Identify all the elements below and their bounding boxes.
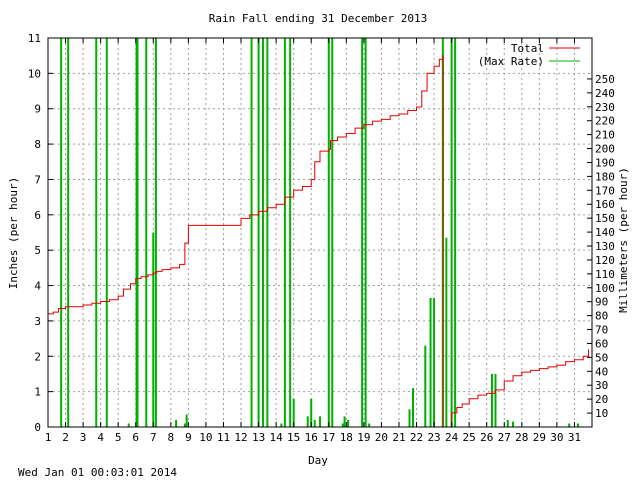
y-right-tick-label: 130: [595, 240, 615, 253]
y-right-axis-label: Millimeters (per hour): [617, 167, 630, 313]
x-tick-label: 25: [463, 431, 476, 444]
legend-total-label: Total: [511, 42, 544, 55]
y-left-tick-label: 10: [28, 67, 41, 80]
y-left-tick-label: 7: [34, 173, 41, 186]
y-left-tick-label: 8: [34, 138, 41, 151]
timestamp: Wed Jan 01 00:03:01 2014: [18, 466, 177, 479]
x-tick-label: 14: [270, 431, 284, 444]
legend-max-rate-label: (Max Rate): [478, 55, 544, 68]
y-right-tick-label: 60: [595, 337, 608, 350]
y-right-tick-label: 120: [595, 254, 615, 267]
x-tick-label: 31: [568, 431, 581, 444]
y-right-tick-label: 10: [595, 407, 608, 420]
x-axis-tick-labels: 1 2 3 4 5 6 7 8 9 10 11 12 13 14 15 16 17 18 19 20 21 22 23 24 2…: [45, 431, 581, 444]
x-tick-label: 4: [97, 431, 104, 444]
y-left-tick-label: 0: [34, 421, 41, 434]
y-left-tick-label: 2: [34, 350, 41, 363]
y-right-tick-label: 20: [595, 393, 608, 406]
y-right-tick-label: 100: [595, 282, 615, 295]
axis-ticks: [47, 37, 592, 428]
y-right-tick-label: 160: [595, 198, 615, 211]
y-left-axis-tick-labels: 0 1 2 3 4 5 6 7 8 9 10 11: [28, 32, 42, 434]
y-right-tick-label: 220: [595, 115, 615, 128]
series-total: [48, 55, 589, 428]
y-right-tick-label: 80: [595, 310, 608, 323]
y-right-tick-label: 230: [595, 101, 615, 114]
x-tick-label: 6: [132, 431, 139, 444]
y-right-tick-label: 180: [595, 170, 615, 183]
x-tick-label: 13: [252, 431, 265, 444]
y-right-tick-label: 90: [595, 296, 608, 309]
x-tick-label: 10: [199, 431, 212, 444]
y-right-tick-label: 30: [595, 379, 608, 392]
x-tick-label: 28: [515, 431, 528, 444]
x-tick-label: 7: [150, 431, 157, 444]
x-tick-label: 16: [305, 431, 318, 444]
x-tick-label: 11: [217, 431, 230, 444]
y-left-tick-label: 9: [34, 103, 41, 116]
y-left-axis-label: Inches (per hour): [7, 177, 20, 290]
total-line: [48, 55, 589, 428]
grid-lines: [48, 38, 592, 427]
y-left-tick-label: 1: [34, 386, 41, 399]
x-tick-label: 27: [498, 431, 511, 444]
y-right-tick-label: 70: [595, 324, 608, 337]
x-axis-label: Day: [308, 454, 328, 467]
x-tick-label: 21: [392, 431, 405, 444]
x-tick-label: 18: [340, 431, 353, 444]
y-right-tick-label: 40: [595, 365, 608, 378]
x-tick-label: 1: [45, 431, 52, 444]
y-right-tick-label: 140: [595, 226, 615, 239]
x-tick-label: 3: [80, 431, 87, 444]
x-tick-label: 26: [480, 431, 493, 444]
x-tick-label: 8: [168, 431, 175, 444]
x-tick-label: 24: [445, 431, 459, 444]
y-right-tick-label: 150: [595, 212, 615, 225]
y-right-axis-tick-labels: 1020304050607080901001101201301401501601…: [595, 73, 615, 420]
y-left-tick-label: 5: [34, 244, 41, 257]
x-tick-label: 19: [357, 431, 370, 444]
y-right-tick-label: 170: [595, 184, 615, 197]
y-right-tick-label: 240: [595, 87, 615, 100]
x-tick-label: 22: [410, 431, 423, 444]
x-tick-label: 17: [322, 431, 335, 444]
y-right-tick-label: 110: [595, 268, 615, 281]
y-right-tick-label: 200: [595, 143, 615, 156]
chart-title: Rain Fall ending 31 December 2013: [209, 12, 428, 25]
x-tick-label: 9: [185, 431, 192, 444]
x-tick-label: 2: [62, 431, 69, 444]
x-tick-label: 5: [115, 431, 122, 444]
x-tick-label: 15: [287, 431, 300, 444]
x-tick-label: 30: [550, 431, 563, 444]
x-tick-label: 23: [427, 431, 440, 444]
y-right-tick-label: 250: [595, 73, 615, 86]
y-right-tick-label: 50: [595, 351, 608, 364]
y-left-tick-label: 3: [34, 315, 41, 328]
series-max-rate: [60, 38, 579, 427]
y-right-tick-label: 190: [595, 156, 615, 169]
x-tick-label: 12: [234, 431, 247, 444]
y-right-tick-label: 210: [595, 129, 615, 142]
y-left-tick-label: 4: [34, 280, 41, 293]
y-left-tick-label: 11: [28, 32, 41, 45]
x-tick-label: 20: [375, 431, 388, 444]
y-left-tick-label: 6: [34, 209, 41, 222]
legend: Total (Max Rate): [478, 42, 580, 68]
x-tick-label: 29: [533, 431, 546, 444]
